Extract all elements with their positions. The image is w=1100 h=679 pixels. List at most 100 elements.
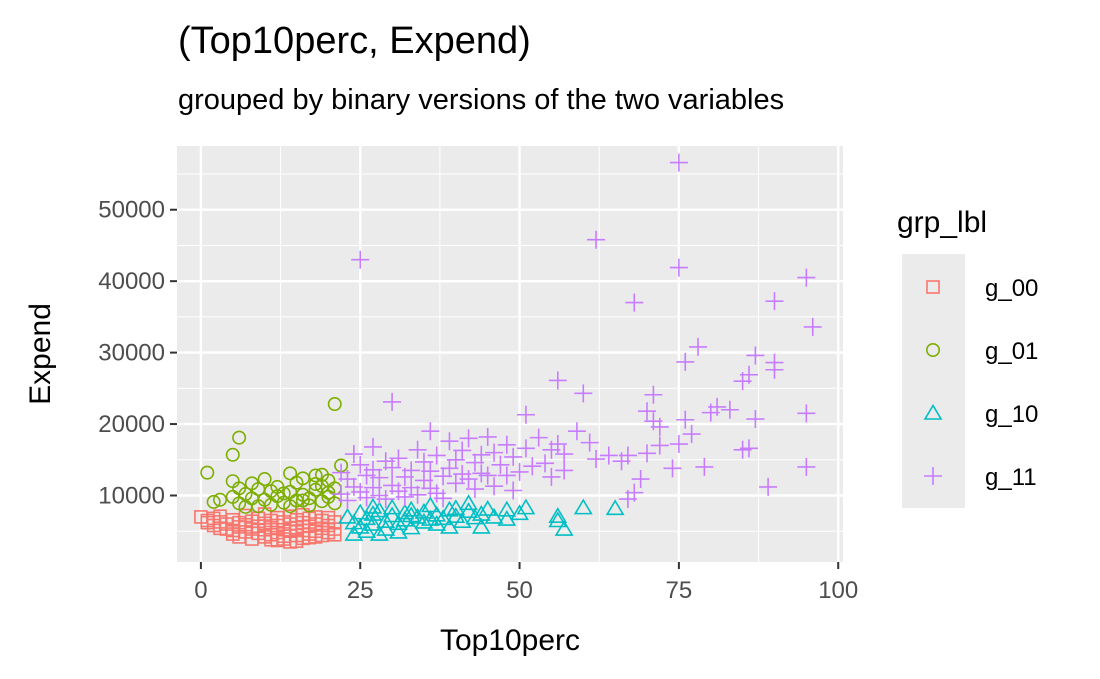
point-g-11 bbox=[739, 439, 758, 458]
point-g-11 bbox=[695, 457, 714, 476]
point-g-10 bbox=[427, 514, 447, 531]
point-g-10 bbox=[440, 517, 459, 534]
point-g-11 bbox=[599, 446, 618, 465]
point-g-10 bbox=[389, 514, 408, 531]
chart-title: (Top10perc, Expend) bbox=[178, 20, 531, 62]
point-g-11 bbox=[663, 459, 682, 478]
point-g-10 bbox=[452, 512, 472, 529]
point-g-11 bbox=[759, 477, 778, 496]
point-g-11 bbox=[739, 365, 758, 384]
point-g-10 bbox=[401, 518, 421, 535]
y-tick-label: 10000 bbox=[98, 482, 165, 509]
point-g-11 bbox=[529, 428, 548, 447]
point-g-11 bbox=[631, 470, 650, 489]
point-g-10 bbox=[548, 507, 568, 524]
point-g-11 bbox=[510, 462, 529, 481]
legend-label: g_01 bbox=[985, 338, 1038, 365]
point-g-10 bbox=[338, 507, 357, 524]
point-g-10 bbox=[554, 519, 574, 536]
point-g-01 bbox=[257, 472, 272, 487]
point-g-10 bbox=[516, 498, 536, 515]
point-g-10 bbox=[605, 499, 625, 516]
point-g-11 bbox=[351, 455, 370, 474]
point-g-01 bbox=[225, 447, 240, 462]
point-g-11 bbox=[676, 410, 695, 429]
point-g-10 bbox=[497, 500, 517, 517]
point-g-11 bbox=[497, 435, 516, 454]
point-g-10 bbox=[548, 511, 568, 528]
point-g-11 bbox=[351, 250, 370, 269]
legend-title: grp_lbl bbox=[897, 206, 987, 239]
point-g-11 bbox=[504, 447, 523, 466]
legend-key-g-11 bbox=[924, 467, 942, 485]
point-g-11 bbox=[797, 457, 816, 476]
point-g-11 bbox=[567, 422, 586, 441]
point-g-11 bbox=[453, 441, 472, 460]
point-g-01 bbox=[308, 477, 323, 492]
point-g-10 bbox=[395, 510, 415, 527]
point-g-11 bbox=[548, 371, 567, 390]
point-g-11 bbox=[465, 480, 484, 499]
point-g-11 bbox=[803, 317, 822, 336]
point-g-01 bbox=[238, 499, 253, 514]
point-g-10 bbox=[382, 498, 402, 515]
point-g-10 bbox=[389, 522, 408, 539]
x-tick-label: 50 bbox=[506, 577, 533, 604]
point-g-11 bbox=[650, 436, 669, 455]
point-g-11 bbox=[408, 440, 427, 459]
point-g-10 bbox=[369, 524, 389, 541]
y-tick-label: 40000 bbox=[98, 268, 165, 295]
point-g-10 bbox=[510, 504, 529, 521]
point-g-11 bbox=[478, 466, 497, 485]
point-g-11 bbox=[676, 352, 695, 371]
point-g-01 bbox=[314, 467, 329, 482]
point-g-11 bbox=[516, 405, 535, 424]
point-g-11 bbox=[587, 450, 606, 469]
point-g-11 bbox=[625, 483, 644, 502]
point-g-10 bbox=[420, 509, 440, 526]
point-g-11 bbox=[504, 481, 523, 500]
point-g-10 bbox=[471, 504, 491, 521]
point-g-11 bbox=[765, 353, 784, 372]
point-g-11 bbox=[650, 417, 669, 436]
point-g-10 bbox=[440, 500, 459, 517]
point-g-11 bbox=[402, 461, 421, 480]
point-g-11 bbox=[523, 457, 542, 476]
point-g-11 bbox=[478, 427, 497, 446]
point-g-11 bbox=[638, 444, 657, 463]
point-g-10 bbox=[459, 502, 478, 519]
y-axis: 10000 20000 30000 40000 50000 bbox=[98, 197, 177, 509]
point-g-11 bbox=[485, 477, 504, 496]
point-g-11 bbox=[618, 446, 637, 465]
point-g-01 bbox=[283, 466, 298, 481]
point-g-10 bbox=[363, 514, 383, 531]
legend-key-background bbox=[902, 254, 965, 508]
point-g-11 bbox=[516, 439, 535, 458]
point-g-10 bbox=[401, 500, 421, 517]
point-g-11 bbox=[421, 462, 440, 481]
point-g-11 bbox=[587, 230, 606, 249]
point-g-11 bbox=[408, 485, 427, 504]
point-g-11 bbox=[389, 449, 408, 468]
point-g-11 bbox=[427, 446, 446, 465]
data-points bbox=[194, 153, 822, 549]
x-tick-label: 25 bbox=[347, 577, 374, 604]
point-g-11 bbox=[344, 445, 363, 464]
plot-panel bbox=[177, 146, 843, 562]
point-g-11 bbox=[548, 435, 567, 454]
point-g-11 bbox=[555, 461, 574, 480]
legend-key-g-01 bbox=[925, 342, 940, 357]
point-g-10 bbox=[382, 506, 402, 523]
point-g-11 bbox=[765, 292, 784, 311]
point-g-11 bbox=[669, 153, 688, 172]
x-tick-label: 75 bbox=[666, 577, 693, 604]
point-g-10 bbox=[420, 496, 440, 513]
point-g-11 bbox=[357, 488, 376, 507]
legend: grp_lbl g_00 g_01 g_10 g_11 bbox=[897, 206, 1038, 508]
point-g-11 bbox=[580, 433, 599, 452]
point-g-10 bbox=[446, 507, 466, 524]
point-g-11 bbox=[376, 490, 395, 509]
point-g-11 bbox=[689, 337, 708, 356]
point-g-10 bbox=[497, 509, 517, 526]
